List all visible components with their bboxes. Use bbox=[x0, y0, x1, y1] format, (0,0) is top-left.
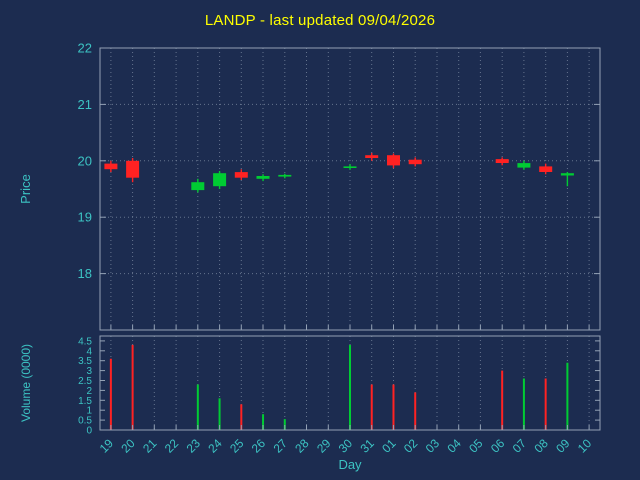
x-tick-label: 21 bbox=[140, 436, 160, 456]
volume-tick-label: 3 bbox=[86, 366, 92, 377]
volume-tick-label: 4 bbox=[86, 346, 92, 357]
price-tick-label: 18 bbox=[78, 266, 92, 281]
candle-body-up bbox=[191, 182, 205, 191]
x-tick-label: 05 bbox=[466, 436, 486, 456]
x-tick-label: 04 bbox=[444, 436, 464, 456]
candle-body-up bbox=[213, 173, 227, 187]
candle-body-down bbox=[539, 166, 553, 172]
x-tick-label: 25 bbox=[227, 436, 247, 456]
x-axis-label: Day bbox=[338, 457, 362, 472]
volume-tick-label: 0.5 bbox=[78, 416, 92, 427]
price-axis-label: Price bbox=[18, 174, 33, 204]
candle-body-down bbox=[234, 172, 248, 178]
x-tick-label: 19 bbox=[97, 436, 117, 456]
volume-tick-label: 0 bbox=[86, 426, 92, 437]
x-tick-label: 03 bbox=[423, 436, 443, 456]
candle-body-down bbox=[126, 160, 140, 178]
x-tick-label: 07 bbox=[510, 436, 530, 456]
x-tick-label: 20 bbox=[118, 436, 138, 456]
x-tick-label: 27 bbox=[271, 436, 291, 456]
candle-body-up bbox=[256, 176, 270, 179]
x-tick-label: 30 bbox=[336, 436, 356, 456]
volume-axis-label: Volume (0000) bbox=[19, 344, 33, 422]
chart-title: LANDP - last updated 09/04/2026 bbox=[204, 12, 436, 29]
candle-body-down bbox=[104, 163, 118, 170]
x-tick-label: 09 bbox=[553, 436, 573, 456]
candle-body-up bbox=[343, 166, 357, 168]
x-tick-label: 24 bbox=[205, 436, 225, 456]
price-tick-label: 22 bbox=[78, 41, 92, 56]
candle-body-down bbox=[365, 155, 379, 158]
candle-body-down bbox=[408, 159, 422, 165]
candle-body-up bbox=[560, 173, 574, 176]
volume-tick-label: 2.5 bbox=[78, 376, 92, 387]
candle-body-down bbox=[387, 155, 400, 166]
x-tick-label: 22 bbox=[162, 436, 182, 456]
x-tick-label: 10 bbox=[575, 436, 595, 456]
candle-body-up bbox=[517, 163, 531, 168]
x-tick-label: 01 bbox=[379, 436, 399, 456]
price-tick-label: 20 bbox=[78, 153, 92, 168]
candle-body-down bbox=[495, 159, 509, 163]
x-tick-label: 29 bbox=[314, 436, 334, 456]
x-tick-label: 31 bbox=[357, 436, 377, 456]
volume-tick-label: 3.5 bbox=[78, 356, 92, 367]
volume-tick-label: 1 bbox=[86, 406, 92, 417]
x-tick-label: 26 bbox=[249, 436, 269, 456]
price-tick-label: 19 bbox=[78, 210, 92, 225]
volume-tick-label: 2 bbox=[86, 386, 92, 397]
candle-body-up bbox=[278, 174, 292, 177]
x-tick-label: 08 bbox=[531, 436, 551, 456]
volume-tick-label: 4.5 bbox=[78, 336, 92, 347]
x-tick-label: 02 bbox=[401, 436, 421, 456]
x-tick-label: 23 bbox=[184, 436, 204, 456]
price-tick-label: 21 bbox=[78, 97, 92, 112]
price-panel-frame bbox=[99, 47, 601, 331]
x-tick-label: 06 bbox=[488, 436, 508, 456]
volume-tick-label: 1.5 bbox=[78, 396, 92, 407]
x-tick-label: 28 bbox=[292, 436, 312, 456]
